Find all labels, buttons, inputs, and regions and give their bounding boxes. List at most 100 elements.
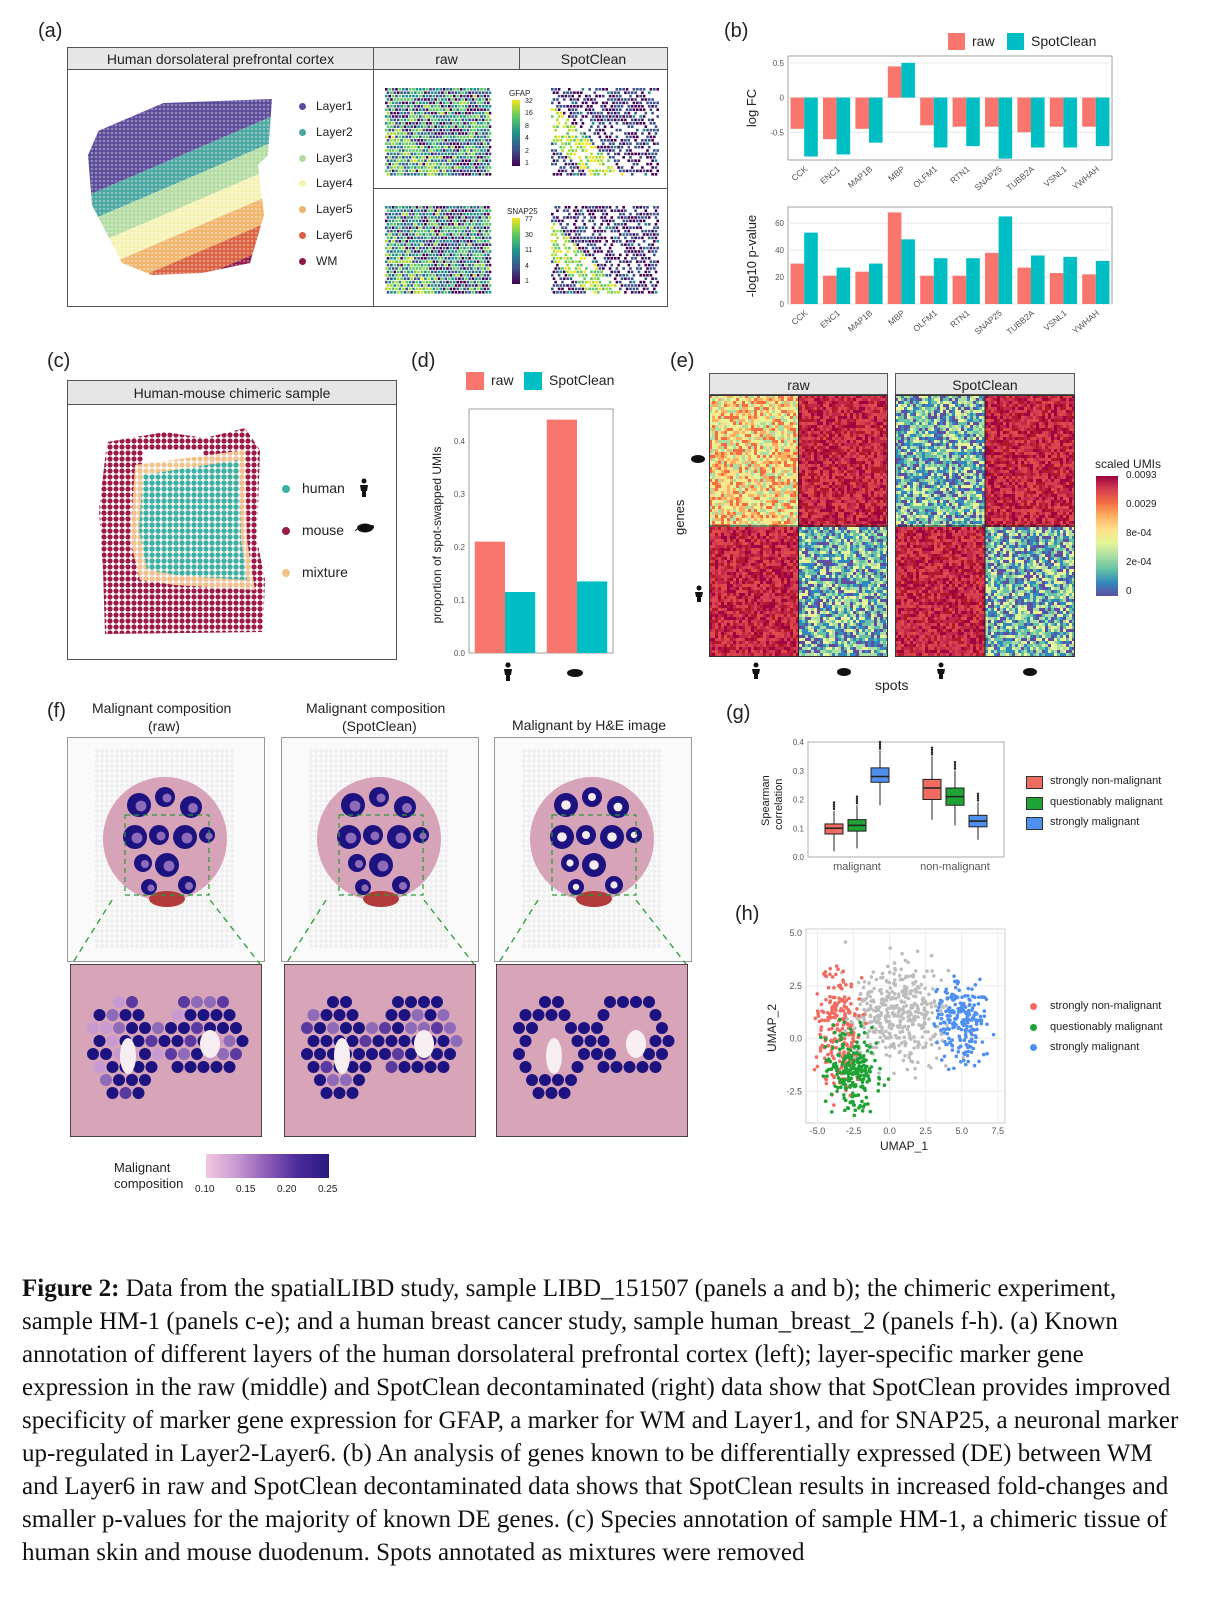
expression-spot (612, 115, 615, 118)
expression-spot (403, 284, 407, 287)
expression-spot (471, 91, 475, 94)
expression-spot (434, 132, 437, 135)
expression-spot (441, 277, 444, 280)
human-icon (505, 662, 511, 668)
expression-spot (419, 108, 422, 111)
expression-spot (388, 226, 391, 229)
heat-cell (742, 497, 745, 500)
heat-cell (817, 401, 820, 404)
expression-spot (441, 173, 444, 176)
expression-spot (442, 108, 446, 111)
expression-spot (585, 274, 588, 277)
expression-spot (583, 98, 586, 101)
expression-spot (388, 135, 391, 139)
heat-cell (730, 419, 733, 422)
heat-cell (778, 467, 781, 470)
heat-cell (712, 425, 715, 428)
expression-spot (568, 267, 571, 270)
expression-spot (656, 280, 659, 284)
heat-cell (850, 410, 853, 413)
expression-spot (424, 173, 427, 176)
heat-cell (880, 497, 883, 500)
expression-spot (566, 173, 569, 176)
expression-spot (634, 257, 637, 260)
expression-spot (461, 223, 465, 226)
expression-spot (617, 111, 620, 115)
panel-a-strip-raw: raw (373, 47, 520, 70)
heat-cell (736, 470, 739, 473)
expression-spot (395, 128, 398, 132)
heat-cell (712, 464, 715, 467)
expression-spot (644, 277, 648, 280)
heat-cell (730, 395, 733, 398)
expression-spot (398, 169, 402, 173)
heat-cell (730, 461, 733, 464)
heat-cell (751, 494, 754, 497)
heat-cell (883, 461, 886, 464)
expression-spot (412, 101, 415, 105)
heat-cell (742, 500, 745, 503)
expression-spot (607, 152, 610, 156)
expression-spot (434, 209, 437, 212)
expression-spot (556, 173, 559, 176)
heat-cell (838, 491, 841, 494)
expression-spot (434, 229, 437, 233)
heat-cell (880, 449, 883, 452)
expression-spot (641, 257, 644, 260)
expression-spot (632, 280, 636, 284)
expression-spot (398, 156, 402, 159)
expression-spot (446, 274, 449, 277)
heat-cell (733, 434, 736, 437)
heat-cell (784, 419, 787, 422)
expression-spot (593, 111, 597, 115)
heat-cell (856, 497, 859, 500)
heat-cell (841, 398, 844, 401)
expression-spot (453, 260, 456, 263)
expression-spot (456, 135, 459, 139)
heat-cell (817, 467, 820, 470)
expression-spot (447, 250, 451, 253)
heat-cell (733, 401, 736, 404)
heat-cell (850, 497, 853, 500)
expression-spot (468, 173, 471, 176)
heat-cell (781, 395, 784, 398)
heat-cell (751, 467, 754, 470)
expression-spot (419, 122, 422, 125)
heat-cell (802, 461, 805, 464)
heat-cell (727, 434, 730, 437)
heat-cell (880, 434, 883, 437)
expression-spot (647, 229, 651, 233)
heat-cell (775, 500, 778, 503)
expression-spot (424, 105, 427, 108)
heat-cell (817, 398, 820, 401)
expression-spot (403, 291, 407, 294)
expression-spot (386, 209, 390, 212)
expression-spot (603, 257, 607, 260)
expression-spot (400, 250, 403, 253)
expression-spot (396, 173, 400, 176)
expression-spot (641, 166, 644, 169)
expression-spot (573, 209, 576, 212)
expression-spot (439, 94, 442, 98)
heat-cell (745, 458, 748, 461)
heat-cell (856, 473, 859, 476)
heat-cell (760, 461, 763, 464)
expression-spot (629, 108, 632, 111)
expression-spot (591, 122, 595, 125)
expression-spot (593, 257, 597, 260)
expression-spot (468, 125, 471, 128)
heat-cell (787, 491, 790, 494)
heat-cell (757, 404, 760, 407)
heat-cell (823, 401, 826, 404)
heat-cell (838, 404, 841, 407)
expression-spot (481, 216, 485, 219)
expression-spot (449, 149, 453, 152)
heat-cell (868, 479, 871, 482)
expression-spot (468, 209, 471, 212)
expression-spot (415, 226, 419, 229)
heat-cell (757, 446, 760, 449)
heat-cell (811, 473, 814, 476)
heat-cell (772, 476, 775, 479)
expression-spot (627, 105, 631, 108)
expression-spot (386, 223, 390, 226)
